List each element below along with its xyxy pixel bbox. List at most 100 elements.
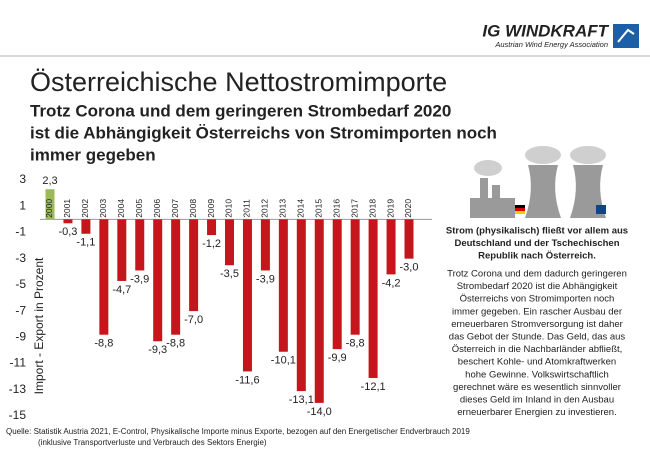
bar bbox=[386, 219, 396, 275]
value-label: -7,0 bbox=[184, 314, 203, 326]
value-label: -9,3 bbox=[148, 344, 167, 356]
bar bbox=[278, 219, 288, 352]
steam bbox=[525, 146, 561, 164]
logo-name: IG WINDKRAFT bbox=[482, 21, 609, 40]
x-tick-label: 2009 bbox=[206, 199, 216, 218]
bar bbox=[189, 219, 199, 312]
bar bbox=[99, 219, 109, 335]
logo-tagline: Austrian Wind Energy Association bbox=[494, 40, 608, 49]
bar bbox=[63, 219, 73, 224]
x-tick-label: 2018 bbox=[367, 199, 377, 218]
x-tick-label: 2005 bbox=[134, 199, 144, 218]
bar bbox=[350, 219, 360, 335]
note-body: erneuerbaren Stromversorgung ist daher bbox=[451, 319, 623, 330]
bar bbox=[45, 189, 55, 220]
x-tick-label: 2000 bbox=[44, 199, 54, 218]
x-tick-label: 2020 bbox=[403, 199, 413, 218]
bar bbox=[153, 219, 163, 342]
x-tick-label: 2012 bbox=[260, 199, 270, 218]
cooling-tower bbox=[525, 165, 561, 218]
bar bbox=[225, 219, 234, 266]
x-tick-label: 2017 bbox=[349, 199, 359, 218]
source: Quelle: Statistik Austria 2021, E-Contro… bbox=[6, 427, 470, 436]
steam bbox=[570, 146, 606, 164]
x-tick-label: 2002 bbox=[80, 199, 90, 218]
factory bbox=[470, 198, 515, 218]
bar bbox=[404, 219, 414, 259]
x-tick-label: 2013 bbox=[278, 199, 288, 218]
flag-de bbox=[515, 211, 525, 214]
value-label: -13,1 bbox=[289, 394, 314, 406]
flag-cz bbox=[596, 205, 606, 214]
value-label: -1,1 bbox=[76, 237, 95, 249]
x-tick-label: 2019 bbox=[385, 199, 395, 218]
value-label: -3,0 bbox=[400, 262, 419, 274]
value-label: -8,8 bbox=[94, 338, 113, 350]
value-label: -0,3 bbox=[58, 226, 77, 238]
bar bbox=[117, 219, 127, 281]
x-tick-label: 2006 bbox=[152, 199, 162, 218]
x-tick-label: 2001 bbox=[62, 199, 72, 218]
value-label: -11,6 bbox=[235, 374, 259, 386]
note-body: Österreichs von Stromimporten noch bbox=[460, 294, 615, 305]
value-label: -12,1 bbox=[361, 381, 386, 393]
logo-icon-mark bbox=[617, 28, 635, 43]
value-label: -9,9 bbox=[328, 352, 347, 364]
value-label: 2,3 bbox=[42, 175, 57, 187]
chart-subtitle: Trotz Corona und dem geringeren Strombed… bbox=[30, 101, 451, 120]
bar bbox=[332, 219, 342, 350]
note-body: Österreich in die Nachbarländer abfließt… bbox=[452, 344, 623, 355]
x-tick-label: 2015 bbox=[314, 199, 324, 218]
note-body: erneuerbarer Energien zu investieren. bbox=[457, 407, 616, 418]
flag-de bbox=[515, 205, 525, 208]
x-tick-label: 2016 bbox=[331, 199, 341, 218]
y-tick-label: -5 bbox=[15, 277, 26, 291]
bar bbox=[171, 219, 181, 335]
bar bbox=[260, 219, 270, 271]
value-label: -14,0 bbox=[307, 406, 332, 418]
note-heading: Deutschland und der Tschechischen bbox=[454, 238, 619, 249]
smoke bbox=[474, 160, 502, 176]
bar bbox=[81, 219, 91, 234]
note-body: dieses Geld im Inland in den Ausbau bbox=[460, 395, 614, 406]
value-label: -8,8 bbox=[346, 338, 365, 350]
y-tick-label: -11 bbox=[10, 356, 27, 370]
note-heading: Strom (physikalisch) fließt vor allem au… bbox=[446, 226, 628, 237]
x-tick-label: 2010 bbox=[224, 199, 234, 218]
value-label: -3,9 bbox=[130, 273, 149, 285]
y-axis-label: Import - Export in Prozent bbox=[32, 257, 46, 394]
chart-subtitle: ist die Abhängigkeit Österreichs von Str… bbox=[30, 123, 497, 142]
logo-icon bbox=[613, 24, 639, 48]
note-heading: Republik nach Österreich. bbox=[478, 251, 596, 262]
flag-de bbox=[515, 208, 525, 211]
bar bbox=[207, 219, 217, 236]
header-rule bbox=[0, 55, 650, 57]
cooling-tower bbox=[570, 165, 606, 218]
x-tick-label: 2008 bbox=[188, 199, 198, 218]
y-tick-label: -3 bbox=[15, 251, 26, 265]
value-label: -3,5 bbox=[220, 268, 239, 280]
y-tick-label: -7 bbox=[15, 303, 26, 317]
y-tick-label: 1 bbox=[19, 198, 26, 212]
bar bbox=[368, 219, 378, 378]
chart-title: Österreichische Nettostromimporte bbox=[30, 67, 447, 97]
value-label: -4,7 bbox=[112, 284, 131, 296]
bar bbox=[135, 219, 145, 271]
bar bbox=[314, 219, 324, 403]
x-tick-label: 2003 bbox=[98, 199, 108, 218]
factory-illustration bbox=[470, 146, 606, 218]
source: (inklusive Transportverluste und Verbrau… bbox=[38, 438, 267, 447]
y-tick-label: -13 bbox=[9, 382, 27, 396]
x-tick-label: 2007 bbox=[170, 199, 180, 218]
note-body: immer gegeben. Ein rascher Ausbau der bbox=[452, 306, 622, 317]
note-body: gerechnet wäre es wesentlich sinnvoller bbox=[453, 382, 621, 393]
x-tick-label: 2004 bbox=[116, 199, 126, 218]
note-body: hohe Gewinne. Volkswirtschaftlich bbox=[465, 369, 609, 380]
note-body: Strombedarf 2020 ist die Abhängigkeit bbox=[457, 281, 618, 292]
value-label: -1,2 bbox=[202, 238, 221, 250]
value-label: -3,9 bbox=[256, 273, 275, 285]
value-label: -10,1 bbox=[271, 355, 296, 367]
value-label: -4,2 bbox=[382, 277, 401, 289]
y-tick-label: 3 bbox=[19, 172, 26, 186]
